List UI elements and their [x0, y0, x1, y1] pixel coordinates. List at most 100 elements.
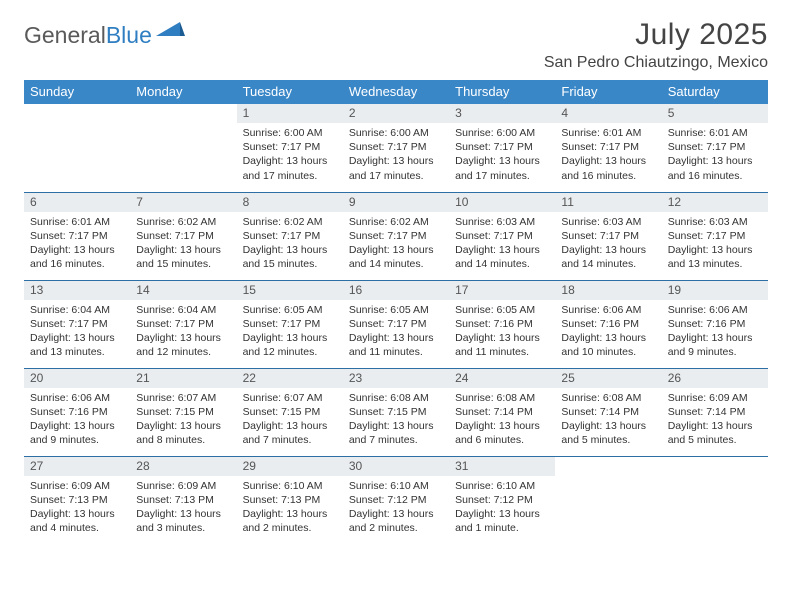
calendar-cell: 9Sunrise: 6:02 AMSunset: 7:17 PMDaylight…: [343, 192, 449, 280]
sunset-line: Sunset: 7:17 PM: [349, 229, 443, 243]
calendar-cell: 3Sunrise: 6:00 AMSunset: 7:17 PMDaylight…: [449, 104, 555, 192]
day-number: 29: [237, 457, 343, 476]
calendar-cell: 26Sunrise: 6:09 AMSunset: 7:14 PMDayligh…: [662, 368, 768, 456]
sunrise-line: Sunrise: 6:01 AM: [668, 126, 762, 140]
calendar-week-row: 20Sunrise: 6:06 AMSunset: 7:16 PMDayligh…: [24, 368, 768, 456]
daylight-line: Daylight: 13 hours and 8 minutes.: [136, 419, 230, 447]
sunrise-line: Sunrise: 6:00 AM: [349, 126, 443, 140]
sunrise-line: Sunrise: 6:00 AM: [243, 126, 337, 140]
day-number: 8: [237, 193, 343, 212]
sunrise-line: Sunrise: 6:08 AM: [455, 391, 549, 405]
sunset-line: Sunset: 7:17 PM: [136, 229, 230, 243]
sunset-line: Sunset: 7:17 PM: [136, 317, 230, 331]
sunrise-line: Sunrise: 6:07 AM: [136, 391, 230, 405]
day-number: 18: [555, 281, 661, 300]
sunrise-line: Sunrise: 6:06 AM: [668, 303, 762, 317]
calendar-cell: 6Sunrise: 6:01 AMSunset: 7:17 PMDaylight…: [24, 192, 130, 280]
sunset-line: Sunset: 7:17 PM: [668, 140, 762, 154]
sunset-line: Sunset: 7:17 PM: [243, 229, 337, 243]
calendar-cell: 4Sunrise: 6:01 AMSunset: 7:17 PMDaylight…: [555, 104, 661, 192]
calendar-cell: 12Sunrise: 6:03 AMSunset: 7:17 PMDayligh…: [662, 192, 768, 280]
calendar-cell: 15Sunrise: 6:05 AMSunset: 7:17 PMDayligh…: [237, 280, 343, 368]
day-number: 21: [130, 369, 236, 388]
daylight-line: Daylight: 13 hours and 6 minutes.: [455, 419, 549, 447]
day-number: 24: [449, 369, 555, 388]
logo-triangle-icon: [156, 20, 186, 45]
day-number: 1: [237, 104, 343, 123]
day-header: Wednesday: [343, 80, 449, 104]
daylight-line: Daylight: 13 hours and 13 minutes.: [30, 331, 124, 359]
sunrise-line: Sunrise: 6:01 AM: [561, 126, 655, 140]
daylight-line: Daylight: 13 hours and 9 minutes.: [668, 331, 762, 359]
day-number: 6: [24, 193, 130, 212]
day-number: 26: [662, 369, 768, 388]
calendar-cell: 10Sunrise: 6:03 AMSunset: 7:17 PMDayligh…: [449, 192, 555, 280]
sunrise-line: Sunrise: 6:09 AM: [30, 479, 124, 493]
sunrise-line: Sunrise: 6:05 AM: [243, 303, 337, 317]
sunset-line: Sunset: 7:14 PM: [561, 405, 655, 419]
daylight-line: Daylight: 13 hours and 12 minutes.: [243, 331, 337, 359]
daylight-line: Daylight: 13 hours and 4 minutes.: [30, 507, 124, 535]
day-header: Sunday: [24, 80, 130, 104]
sunrise-line: Sunrise: 6:09 AM: [136, 479, 230, 493]
sunrise-line: Sunrise: 6:03 AM: [455, 215, 549, 229]
sunrise-line: Sunrise: 6:08 AM: [349, 391, 443, 405]
sunset-line: Sunset: 7:13 PM: [243, 493, 337, 507]
calendar-cell: 2Sunrise: 6:00 AMSunset: 7:17 PMDaylight…: [343, 104, 449, 192]
sunset-line: Sunset: 7:17 PM: [243, 317, 337, 331]
logo: GeneralBlue: [24, 22, 186, 49]
daylight-line: Daylight: 13 hours and 17 minutes.: [455, 154, 549, 182]
sunrise-line: Sunrise: 6:02 AM: [136, 215, 230, 229]
day-number: 31: [449, 457, 555, 476]
daylight-line: Daylight: 13 hours and 15 minutes.: [243, 243, 337, 271]
sunset-line: Sunset: 7:17 PM: [561, 229, 655, 243]
daylight-line: Daylight: 13 hours and 7 minutes.: [349, 419, 443, 447]
sunrise-line: Sunrise: 6:04 AM: [30, 303, 124, 317]
sunrise-line: Sunrise: 6:02 AM: [243, 215, 337, 229]
daylight-line: Daylight: 13 hours and 13 minutes.: [668, 243, 762, 271]
daylight-line: Daylight: 13 hours and 2 minutes.: [349, 507, 443, 535]
calendar-cell: 7 Sunrise: 6:02 AMSunset: 7:17 PMDaylight…: [130, 192, 236, 280]
logo-word-general: General: [24, 22, 106, 48]
sunset-line: Sunset: 7:16 PM: [561, 317, 655, 331]
day-number: 9: [343, 193, 449, 212]
location-subtitle: San Pedro Chiautzingo, Mexico: [544, 54, 768, 72]
sunset-line: Sunset: 7:17 PM: [668, 229, 762, 243]
sunrise-line: Sunrise: 6:10 AM: [243, 479, 337, 493]
sunset-line: Sunset: 7:17 PM: [349, 317, 443, 331]
sunset-line: Sunset: 7:15 PM: [243, 405, 337, 419]
calendar-week-row: 27Sunrise: 6:09 AMSunset: 7:13 PMDayligh…: [24, 456, 768, 544]
calendar-table: SundayMondayTuesdayWednesdayThursdayFrid…: [24, 80, 768, 544]
daylight-line: Daylight: 13 hours and 16 minutes.: [30, 243, 124, 271]
daylight-line: Daylight: 13 hours and 2 minutes.: [243, 507, 337, 535]
sunrise-line: Sunrise: 6:08 AM: [561, 391, 655, 405]
sunrise-line: Sunrise: 6:05 AM: [349, 303, 443, 317]
day-number: 7: [130, 193, 236, 212]
daylight-line: Daylight: 13 hours and 11 minutes.: [455, 331, 549, 359]
calendar-cell: 28Sunrise: 6:09 AMSunset: 7:13 PMDayligh…: [130, 456, 236, 544]
day-number: 30: [343, 457, 449, 476]
calendar-cell: 20Sunrise: 6:06 AMSunset: 7:16 PMDayligh…: [24, 368, 130, 456]
calendar-page: GeneralBlue July 2025 San Pedro Chiautzi…: [0, 0, 792, 554]
calendar-cell: [662, 456, 768, 544]
day-header: Tuesday: [237, 80, 343, 104]
sunrise-line: Sunrise: 6:05 AM: [455, 303, 549, 317]
calendar-cell: 22Sunrise: 6:07 AMSunset: 7:15 PMDayligh…: [237, 368, 343, 456]
daylight-line: Daylight: 13 hours and 3 minutes.: [136, 507, 230, 535]
calendar-cell: [24, 104, 130, 192]
day-number: 22: [237, 369, 343, 388]
calendar-week-row: 13Sunrise: 6:04 AMSunset: 7:17 PMDayligh…: [24, 280, 768, 368]
sunset-line: Sunset: 7:16 PM: [455, 317, 549, 331]
daylight-line: Daylight: 13 hours and 11 minutes.: [349, 331, 443, 359]
day-header: Friday: [555, 80, 661, 104]
calendar-week-row: 1Sunrise: 6:00 AMSunset: 7:17 PMDaylight…: [24, 104, 768, 192]
daylight-line: Daylight: 13 hours and 5 minutes.: [668, 419, 762, 447]
calendar-week-row: 6Sunrise: 6:01 AMSunset: 7:17 PMDaylight…: [24, 192, 768, 280]
day-number: 2: [343, 104, 449, 123]
sunset-line: Sunset: 7:16 PM: [668, 317, 762, 331]
daylight-line: Daylight: 13 hours and 15 minutes.: [136, 243, 230, 271]
day-number: 10: [449, 193, 555, 212]
daylight-line: Daylight: 13 hours and 17 minutes.: [349, 154, 443, 182]
day-header: Thursday: [449, 80, 555, 104]
daylight-line: Daylight: 13 hours and 16 minutes.: [668, 154, 762, 182]
